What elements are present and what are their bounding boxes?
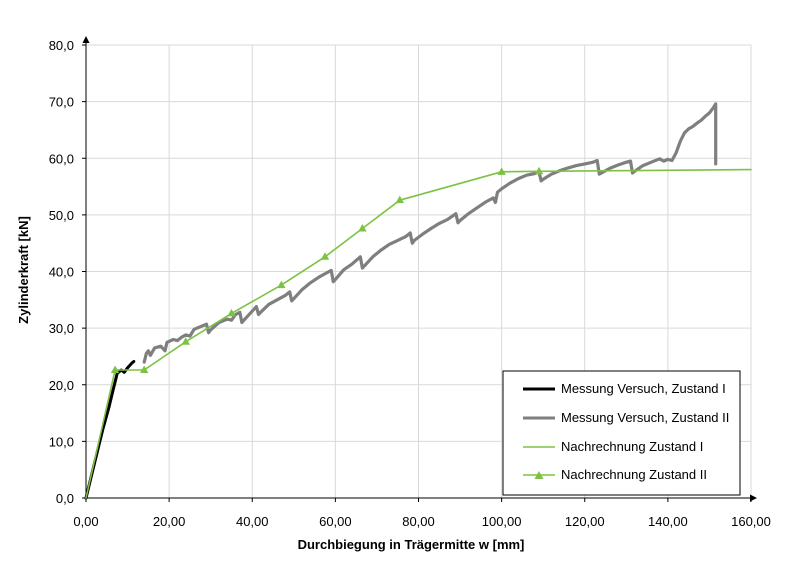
y-tick-label-0: 0,0 [56, 491, 74, 506]
y-tick-label-3: 30,0 [49, 321, 74, 336]
y-tick-label-2: 20,0 [49, 378, 74, 393]
x-tick-label-1: 20,00 [153, 514, 186, 529]
series-3-marker-5 [320, 252, 330, 260]
y-tick-label-8: 80,0 [49, 38, 74, 53]
series-3-marker-2 [181, 337, 190, 345]
series-group [84, 102, 752, 500]
y-tick-label-4: 40,0 [49, 265, 74, 280]
x-tick-label-7: 140,00 [648, 514, 688, 529]
legend-entry-nachrechnung-zustand-1: Nachrechnung Zustand I [523, 439, 703, 454]
x-tick-label-4: 80,00 [402, 514, 435, 529]
legend-entry-messung-zustand-2: Messung Versuch, Zustand II [523, 410, 729, 425]
x-tick-label-0: 0,00 [73, 514, 98, 529]
y-axis-title: Zylinderkraft [kN] [16, 216, 31, 324]
series-line-3 [114, 168, 752, 371]
series-3-marker-7 [395, 195, 404, 204]
y-tick-label-6: 60,0 [49, 151, 74, 166]
legend-label-messung-zustand-1: Messung Versuch, Zustand I [561, 381, 726, 396]
tick-labels: 0,00 20,00 40,00 60,00 80,00 100,00 120,00 140,… [49, 38, 771, 529]
series-3-marker-4 [277, 280, 286, 289]
legend-entry-messung-zustand-1: Messung Versuch, Zustand I [523, 381, 726, 396]
axes [82, 36, 757, 502]
x-tick-label-5: 100,00 [482, 514, 522, 529]
series-3-marker-8 [497, 167, 506, 175]
series-3-marker-9 [534, 166, 544, 175]
series-3-marker-1 [139, 365, 149, 374]
x-tick-label-3: 60,00 [319, 514, 352, 529]
series-3-marker-3 [227, 308, 236, 317]
series-3-marker-6 [358, 223, 367, 232]
legend-entry-nachrechnung-zustand-2: Nachrechnung Zustand II [523, 467, 707, 482]
y-tick-label-7: 70,0 [49, 95, 74, 110]
legend-label-nachrechnung-zustand-1: Nachrechnung Zustand I [561, 439, 703, 454]
legend-label-nachrechnung-zustand-2: Nachrechnung Zustand II [561, 467, 707, 482]
y-tick-label-1: 10,0 [49, 434, 74, 449]
series-line-1 [142, 102, 718, 364]
series-line-2 [85, 369, 116, 499]
legend-marker-triangle-icon [534, 471, 544, 479]
x-tick-label-2: 40,00 [236, 514, 269, 529]
series-line-0 [84, 360, 136, 500]
y-axis-arrow-icon [82, 36, 90, 43]
series-3-marker-0 [110, 365, 120, 374]
x-axis-title: Durchbiegung in Trägermitte w [mm] [298, 537, 525, 552]
x-axis-arrow-icon [750, 494, 757, 502]
x-tick-label-6: 120,00 [565, 514, 605, 529]
y-tick-label-5: 50,0 [49, 208, 74, 223]
legend-label-messung-zustand-2: Messung Versuch, Zustand II [561, 410, 729, 425]
x-tick-label-8: 160,00 [731, 514, 771, 529]
legend: Messung Versuch, Zustand I Messung Versu… [502, 370, 741, 496]
